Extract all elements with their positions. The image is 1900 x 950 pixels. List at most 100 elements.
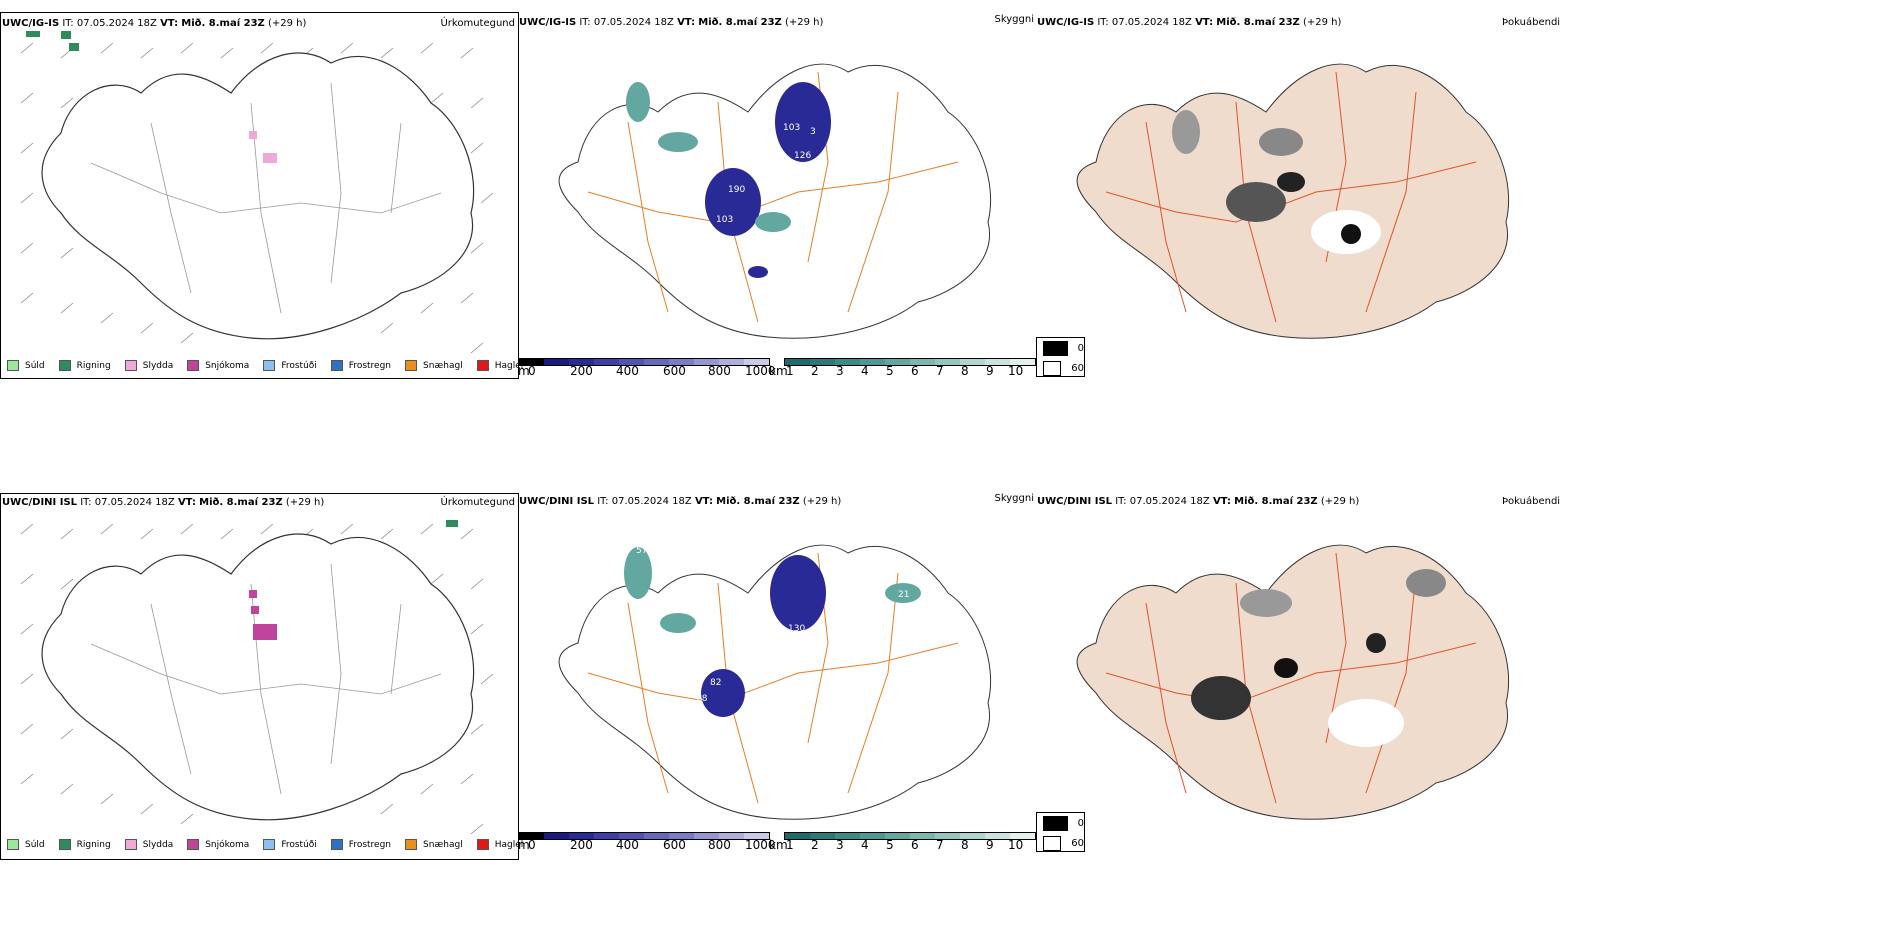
precip-patch-rain xyxy=(26,31,40,37)
panel-title-precip: Úrkomutegund xyxy=(440,497,515,508)
wind-barbs xyxy=(20,42,494,354)
precip-patch-rain xyxy=(446,520,458,527)
tick: 8 xyxy=(961,364,969,378)
precip-legend: Súld Rigning Slydda Snjókoma Frostúði Fr… xyxy=(7,360,537,371)
visibility-map: 190 103 126 99 103 157 3 xyxy=(558,63,992,339)
tick: 10 xyxy=(1008,838,1024,852)
vis-unit-km: km xyxy=(769,364,788,378)
legend-item: Frostúði xyxy=(263,839,317,850)
tick: 2 xyxy=(811,838,819,852)
tick: 400 xyxy=(616,364,639,378)
tick: 10 xyxy=(1008,364,1024,378)
visibility-panel: 57 130 56 82 28 21 UWC/DINI ISL IT: 07.0… xyxy=(518,493,1036,858)
panel-title-visibility: Skyggni xyxy=(994,14,1034,25)
tick: 9 xyxy=(986,838,994,852)
fog-key-row: 60 xyxy=(1037,358,1084,378)
legend-item: Snjókoma xyxy=(187,360,249,371)
iceland-outline xyxy=(41,52,475,340)
tick: 600 xyxy=(663,364,686,378)
vis-value-label: 3 xyxy=(810,127,816,137)
tick: 400 xyxy=(616,838,639,852)
tick: 200 xyxy=(570,364,593,378)
vis-value-label: 126 xyxy=(794,151,811,161)
tick: 0 xyxy=(528,364,536,378)
vis-value-label: 99 xyxy=(766,203,778,213)
precip-type-panel: UWC/DINI ISL IT: 07.05.2024 18Z VT: Mið.… xyxy=(0,493,523,860)
fog-panel: UWC/DINI ISL IT: 07.05.2024 18Z VT: Mið.… xyxy=(1036,493,1900,858)
fog-key-row: 0 xyxy=(1037,813,1084,833)
precip-map xyxy=(20,31,494,354)
tick: 800 xyxy=(708,838,731,852)
vis-colorbar-km xyxy=(784,832,1036,840)
legend-item: Frostúði xyxy=(263,360,317,371)
vis-value-label: 103 xyxy=(716,215,733,225)
legend-item: Frostregn xyxy=(330,360,391,371)
fog-map xyxy=(1076,544,1510,820)
legend-item: Snjókoma xyxy=(187,839,249,850)
legend-item: Slydda xyxy=(124,360,173,371)
iceland-outline xyxy=(558,63,992,339)
vis-colorbar-m xyxy=(518,832,770,840)
row1: UWC/IG-IS IT: 07.05.2024 18Z VT: Mið. 8.… xyxy=(0,12,1900,379)
vis-value-label: 103 xyxy=(783,123,800,133)
precip-legend: Súld Rigning Slydda Snjókoma Frostúði Fr… xyxy=(7,839,537,850)
tick: 8 xyxy=(961,838,969,852)
panel-title-precip: Úrkomutegund xyxy=(440,18,515,29)
precip-patch-sleet xyxy=(263,153,277,163)
iceland-outline xyxy=(1076,544,1510,820)
vis-colorbar-km xyxy=(784,358,1036,366)
tick: 200 xyxy=(570,838,593,852)
header-row1-left: UWC/IG-IS IT: 07.05.2024 18Z VT: Mið. 8.… xyxy=(2,18,307,29)
vis-unit-km: km xyxy=(769,838,788,852)
legend-item: Snæhagl xyxy=(405,839,463,850)
tick: 800 xyxy=(708,364,731,378)
visibility-map: 57 130 56 82 28 21 xyxy=(558,544,992,820)
fog-map xyxy=(1076,63,1510,339)
tick: 2 xyxy=(811,364,819,378)
vis-value-label: 21 xyxy=(898,590,909,600)
panel-title-fog: Þokuábendi xyxy=(1502,17,1561,28)
vis-value-label: 56 xyxy=(730,650,742,660)
fog-key-row: 0 xyxy=(1037,338,1084,358)
header-row2-mid: UWC/DINI ISL IT: 07.05.2024 18Z VT: Mið.… xyxy=(519,496,842,507)
tick: 9 xyxy=(986,364,994,378)
fog-key: 0 60 xyxy=(1036,812,1085,852)
tick: 1 xyxy=(786,838,794,852)
vis-value-label: 130 xyxy=(788,624,805,634)
header-row1-right: UWC/IG-IS IT: 07.05.2024 18Z VT: Mið. 8.… xyxy=(1037,17,1342,28)
legend-item: Frostregn xyxy=(330,839,391,850)
tick: 7 xyxy=(936,838,944,852)
tick: 7 xyxy=(936,364,944,378)
tick: 600 xyxy=(663,838,686,852)
vis-value-label: 82 xyxy=(710,678,721,688)
tick: 5 xyxy=(886,838,894,852)
panel-title-visibility: Skyggni xyxy=(994,493,1034,504)
legend-item: Súld xyxy=(7,360,45,371)
tick: 6 xyxy=(911,364,919,378)
iceland-outline xyxy=(41,533,475,821)
vis-value-label: 190 xyxy=(728,185,745,195)
legend-item: Haglél xyxy=(476,360,523,371)
header-row2-left: UWC/DINI ISL IT: 07.05.2024 18Z VT: Mið.… xyxy=(2,497,325,508)
precip-patch-snow xyxy=(253,624,277,640)
legend-item: Snæhagl xyxy=(405,360,463,371)
roads xyxy=(90,82,442,314)
tick: 6 xyxy=(911,838,919,852)
fog-key: 0 60 xyxy=(1036,337,1085,377)
fog-panel: UWC/IG-IS IT: 07.05.2024 18Z VT: Mið. 8.… xyxy=(1036,12,1900,377)
tick: 1000 xyxy=(745,364,776,378)
header-row1-mid: UWC/IG-IS IT: 07.05.2024 18Z VT: Mið. 8.… xyxy=(519,17,824,28)
legend-item: Haglél xyxy=(476,839,523,850)
tick: 1000 xyxy=(745,838,776,852)
iceland-outline xyxy=(558,544,992,820)
header-row2-right: UWC/DINI ISL IT: 07.05.2024 18Z VT: Mið.… xyxy=(1037,496,1360,507)
vis-value-label: 28 xyxy=(696,694,708,704)
panel-title-fog: Þokuábendi xyxy=(1502,496,1561,507)
vis-colorbar-m xyxy=(518,358,770,366)
precip-map xyxy=(20,520,494,835)
legend-item: Rigning xyxy=(58,360,111,371)
legend-item: Súld xyxy=(7,839,45,850)
tick: 4 xyxy=(861,838,869,852)
vis-value-label: 157 xyxy=(743,242,760,252)
roads xyxy=(90,563,442,795)
